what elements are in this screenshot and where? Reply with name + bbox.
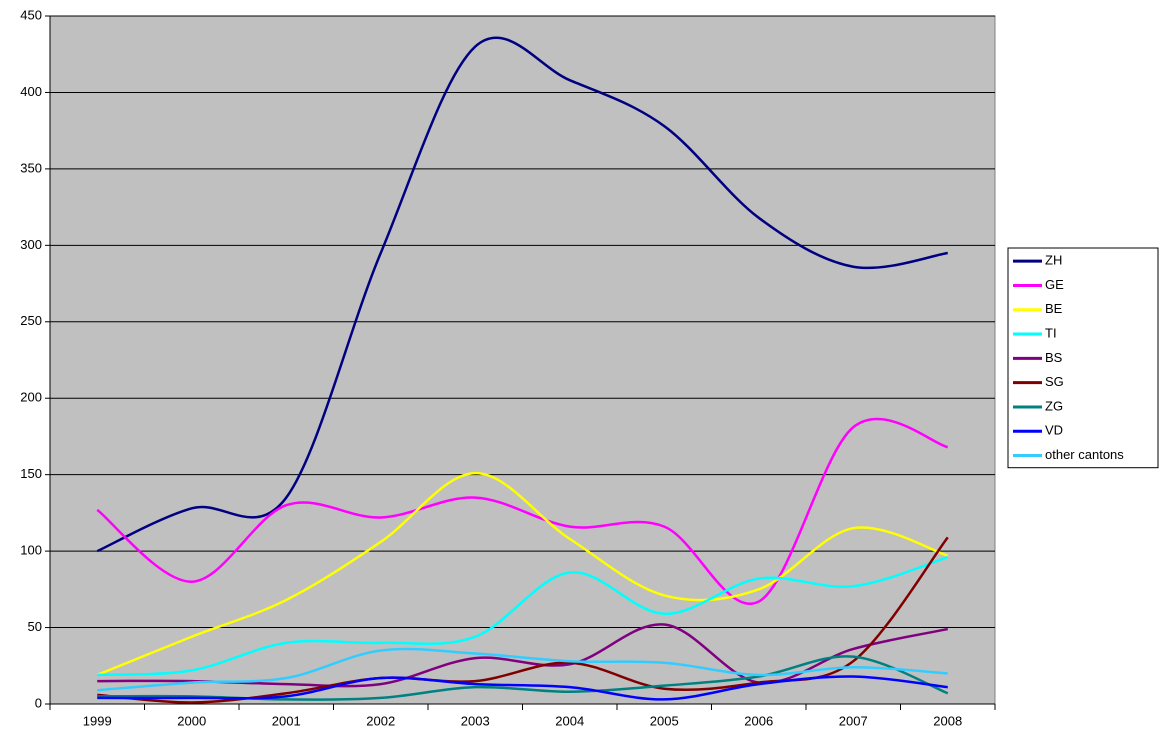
series-line xyxy=(97,647,948,692)
x-tick-label: 2003 xyxy=(461,713,490,728)
legend-label: SG xyxy=(1045,374,1064,389)
series-line xyxy=(96,471,949,677)
y-tick-label: 450 xyxy=(20,7,42,22)
legend-label: BE xyxy=(1045,301,1063,316)
x-tick-label: 2006 xyxy=(744,713,773,728)
legend-label: VD xyxy=(1045,423,1063,438)
x-tick-label: 2000 xyxy=(177,713,206,728)
y-tick-label: 250 xyxy=(20,313,42,328)
legend-label: other cantons xyxy=(1045,447,1124,462)
legend-label: TI xyxy=(1045,325,1057,340)
x-tick-label: 1999 xyxy=(83,713,112,728)
x-tick-label: 2008 xyxy=(933,713,962,728)
x-tick-label: 2007 xyxy=(839,713,868,728)
y-tick-label: 100 xyxy=(20,543,42,558)
y-tick-label: 350 xyxy=(20,160,42,175)
y-tick-label: 200 xyxy=(20,390,42,405)
y-tick-label: 0 xyxy=(35,695,42,710)
legend-label: ZG xyxy=(1045,398,1063,413)
legend-label: BS xyxy=(1045,350,1063,365)
x-tick-label: 2004 xyxy=(555,713,584,728)
y-tick-label: 50 xyxy=(28,619,42,634)
x-tick-label: 2001 xyxy=(272,713,301,728)
x-tick-label: 2005 xyxy=(650,713,679,728)
series-line xyxy=(96,417,949,606)
series-line xyxy=(96,36,948,553)
legend-label: ZH xyxy=(1045,253,1062,268)
series-line xyxy=(97,556,949,677)
plot-area xyxy=(49,15,996,705)
x-tick-label: 2002 xyxy=(366,713,395,728)
series-line xyxy=(97,675,948,701)
y-tick-label: 300 xyxy=(20,237,42,252)
y-tick-label: 150 xyxy=(20,466,42,481)
legend-label: GE xyxy=(1045,277,1064,292)
y-tick-label: 400 xyxy=(20,84,42,99)
